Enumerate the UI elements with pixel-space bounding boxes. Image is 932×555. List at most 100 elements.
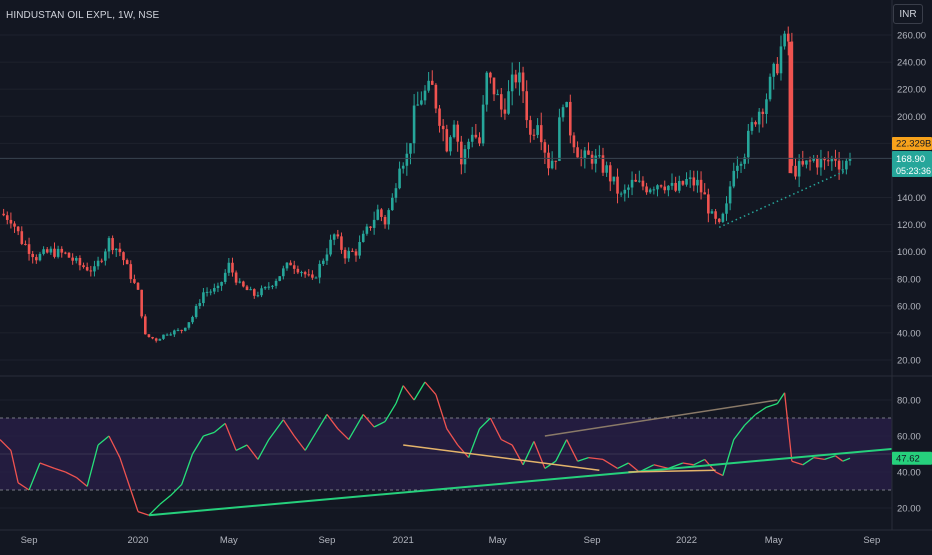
- rsi-line-segment: [566, 439, 579, 462]
- time-axis-label: Sep: [318, 535, 335, 546]
- candle-body: [89, 270, 93, 272]
- price-trendline: [718, 169, 847, 228]
- candle-body: [529, 120, 532, 135]
- candle-body: [543, 142, 547, 153]
- candle-body: [383, 216, 387, 225]
- price-candles: [0, 26, 892, 343]
- candle-body: [688, 177, 692, 179]
- candle-body: [587, 150, 590, 155]
- candle-body: [282, 268, 285, 277]
- candle-body: [532, 134, 536, 136]
- rsi-line-segment: [693, 458, 705, 466]
- time-axis-label: 2021: [393, 535, 414, 546]
- candle-body: [605, 165, 608, 173]
- candle-body: [725, 203, 728, 214]
- candle-body: [409, 143, 412, 154]
- last-price-badge: 168.90: [896, 154, 925, 165]
- candle-body: [754, 122, 757, 125]
- rsi-line-segment: [722, 439, 735, 476]
- candle-body: [24, 243, 27, 245]
- candle-body: [819, 158, 823, 168]
- currency-button[interactable]: INR: [893, 4, 923, 24]
- rsi-line-segment: [159, 494, 172, 505]
- price-tick-label: 140.00: [897, 193, 926, 204]
- rsi-line-segment: [65, 471, 77, 478]
- candle-body: [158, 338, 162, 341]
- rsi-line-segment: [457, 444, 470, 459]
- candle-body: [307, 274, 311, 276]
- candle-body: [746, 130, 750, 158]
- rsi-line-segment: [137, 510, 150, 516]
- rsi-line-segment: [28, 462, 41, 491]
- candle-body: [401, 165, 405, 169]
- time-axis-label: Sep: [21, 535, 38, 546]
- candle-body: [452, 124, 456, 138]
- candle-body: [788, 41, 792, 174]
- rsi-tick-label: 40.00: [897, 468, 921, 479]
- rsi-line-segment: [733, 424, 746, 440]
- candle-body: [267, 286, 271, 288]
- rsi-line-segment: [203, 431, 215, 437]
- rsi-line-segment: [744, 413, 757, 426]
- candle-body: [314, 277, 318, 279]
- candle-body: [623, 189, 627, 194]
- candle-body: [677, 181, 681, 191]
- candle-body: [768, 76, 772, 100]
- candle-body: [245, 286, 249, 291]
- candle-body: [801, 161, 805, 165]
- candle-body: [427, 80, 430, 91]
- candle-body: [430, 80, 434, 85]
- candle-body: [38, 253, 42, 261]
- candle-body: [608, 165, 612, 182]
- candle-body: [136, 282, 140, 290]
- candle-body: [118, 248, 122, 253]
- candle-body: [361, 233, 365, 243]
- candle-body: [805, 160, 808, 165]
- rsi-line-segment: [373, 421, 386, 428]
- candle-body: [35, 257, 38, 261]
- rsi-line-segment: [97, 435, 110, 446]
- candle-body: [412, 105, 416, 144]
- candle-body: [20, 231, 24, 244]
- candle-body: [303, 272, 307, 275]
- candle-body: [2, 213, 5, 216]
- candle-body: [619, 193, 623, 195]
- candle-body: [776, 63, 779, 74]
- candle-body: [416, 104, 420, 106]
- candle-body: [202, 292, 205, 304]
- volume-badge: 22.329B: [896, 139, 931, 150]
- candle-body: [590, 154, 594, 164]
- rsi-line-segment: [0, 439, 12, 451]
- candle-body: [808, 160, 812, 162]
- rsi-line-segment: [791, 460, 803, 466]
- rsi-line-segment: [304, 432, 317, 451]
- price-tick-label: 100.00: [897, 247, 926, 258]
- candle-body: [351, 250, 354, 252]
- candle-body: [194, 305, 198, 318]
- price-tick-label: 40.00: [897, 328, 921, 339]
- candle-body: [681, 181, 685, 185]
- candle-body: [42, 249, 45, 254]
- rsi-line-segment: [653, 464, 669, 470]
- candle-body: [790, 41, 794, 166]
- candle-body: [438, 108, 441, 126]
- candle-body: [213, 288, 216, 292]
- candle-body: [699, 179, 703, 193]
- rsi-line-segment: [755, 406, 767, 415]
- candle-body: [641, 180, 645, 187]
- candle-body: [56, 248, 60, 257]
- candle-body: [739, 163, 743, 166]
- candle-body: [845, 160, 848, 170]
- rsi-line-segment: [842, 457, 851, 462]
- rsi-line-segment: [395, 385, 404, 404]
- candle-body: [837, 160, 841, 170]
- candle-body: [492, 77, 496, 95]
- candle-body: [732, 170, 736, 187]
- candle-body: [645, 186, 648, 193]
- candle-body: [249, 289, 252, 291]
- candle-body: [234, 272, 238, 283]
- time-axis-label: Sep: [863, 535, 880, 546]
- rsi-line-segment: [500, 439, 513, 446]
